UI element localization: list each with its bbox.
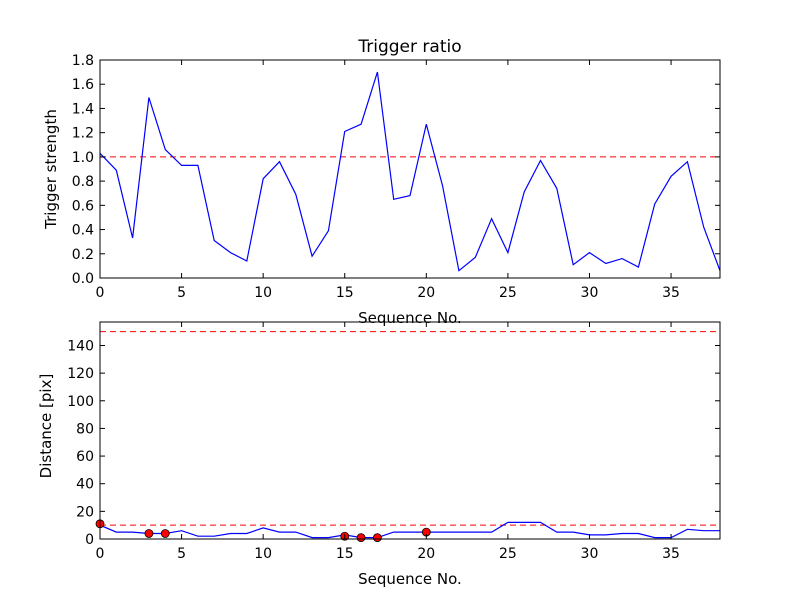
distance-ytick-label: 60: [76, 449, 94, 465]
distance-xtick-label: 20: [417, 546, 435, 562]
trigger-ratio-xtick-label: 5: [177, 285, 186, 301]
distance-xtick-label: 15: [336, 546, 354, 562]
trigger-ratio-xlabel: Sequence No.: [358, 309, 462, 327]
trigger-ratio-ytick-label: 1.6: [72, 77, 94, 93]
distance-marker-point: [356, 533, 366, 543]
trigger-ratio-xtick-label: 10: [254, 285, 272, 301]
distance-plot-area: [95, 331, 720, 543]
trigger-ratio-ytick-label: 1.8: [72, 53, 94, 69]
trigger-ratio-ytick-label: 1.2: [72, 126, 94, 142]
trigger-ratio-axes: Trigger ratio 0 5 10 15 20 25 30 35 0.0 0.2 0.4 0.6…: [42, 37, 721, 327]
trigger-ratio-title: Trigger ratio: [357, 37, 461, 57]
distance-ytick-label: 80: [76, 421, 94, 437]
distance-frame: [99, 321, 721, 540]
distance-xtick-label: 0: [96, 546, 105, 562]
distance-ylabel: Distance [pix]: [37, 374, 55, 479]
trigger-ratio-ytick-label: 0.2: [72, 247, 94, 263]
distance-xlabel: Sequence No.: [358, 570, 462, 588]
distance-ytick-label: 100: [67, 394, 94, 410]
distance-marker-point: [160, 529, 170, 538]
trigger-ratio-ticks: 0 5 10 15 20 25 30 35 0.0 0.2 0.4 0.6 0.8 1.0 1.2 1.4 1.…: [72, 53, 720, 301]
trigger-ratio-ytick-label: 0.6: [72, 198, 94, 214]
distance-ytick-label: 20: [76, 504, 94, 520]
trigger-ratio-xtick-label: 35: [662, 285, 680, 301]
trigger-ratio-plot-area: [99, 71, 721, 272]
distance-xtick-label: 35: [662, 546, 680, 562]
trigger-ratio-ytick-label: 0.8: [72, 174, 94, 190]
distance-xtick-label: 30: [581, 546, 599, 562]
trigger-ratio-ytick-label: 0.4: [72, 223, 94, 239]
trigger-ratio-ytick-label: 1.4: [72, 101, 94, 117]
distance-axes: 0 5 10 15 20 25 30 35 0 20 40 60 80 100 120 140 Sequenc…: [37, 321, 721, 588]
distance-marker-point: [372, 533, 382, 543]
distance-ytick-label: 0: [85, 532, 94, 548]
trigger-ratio-xtick-label: 30: [581, 285, 599, 301]
trigger-ratio-xtick-label: 25: [499, 285, 517, 301]
trigger-ratio-ytick-label: 0.0: [72, 271, 94, 287]
trigger-ratio-xtick-label: 15: [336, 285, 354, 301]
distance-ticks: 0 5 10 15 20 25 30 35 0 20 40 60 80 100 120 140: [67, 322, 720, 562]
trigger-ratio-xtick-label: 0: [96, 285, 105, 301]
distance-series-line: [99, 521, 720, 539]
distance-xtick-label: 5: [177, 546, 186, 562]
distance-ytick-label: 40: [76, 477, 94, 493]
distance-ytick-label: 140: [67, 338, 94, 354]
trigger-ratio-ylabel: Trigger strength: [42, 109, 60, 230]
distance-xtick-label: 25: [499, 546, 517, 562]
trigger-ratio-ytick-label: 1.0: [72, 150, 94, 166]
distance-marker-point: [144, 529, 154, 538]
trigger-ratio-frame: [99, 59, 721, 279]
distance-ytick-label: 120: [67, 366, 94, 382]
trigger-ratio-xtick-label: 20: [417, 285, 435, 301]
distance-xtick-label: 10: [254, 546, 272, 562]
trigger-ratio-series-line: [99, 71, 721, 272]
